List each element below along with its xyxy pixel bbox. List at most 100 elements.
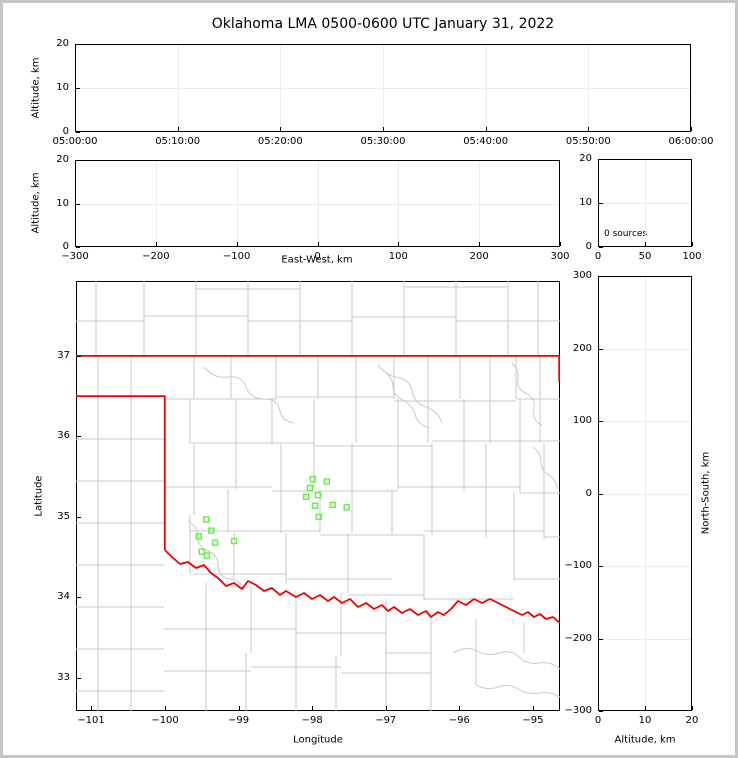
y-tick-mark	[599, 203, 603, 204]
lightning-source-point	[329, 501, 336, 509]
gridline	[76, 88, 690, 89]
x-tick-mark	[645, 706, 646, 710]
y-tick-label: 200	[572, 342, 592, 354]
y-tick-mark	[76, 203, 80, 205]
source-count-annotation: 0 sources	[604, 229, 648, 239]
lightning-source-point	[311, 502, 319, 509]
x-tick-label: 100	[388, 251, 408, 262]
x-tick-mark	[532, 706, 534, 710]
gridline	[599, 493, 691, 495]
x-tick-label: −95	[522, 715, 544, 726]
y-tick-mark	[76, 247, 80, 248]
lightning-source-point	[208, 527, 215, 534]
x-tick-mark	[75, 242, 76, 246]
lightning-source-point	[198, 548, 206, 555]
x-tick-label: 05:10:00	[155, 136, 201, 147]
x-tick-mark	[155, 242, 157, 246]
x-tick-label: 10	[638, 715, 652, 726]
y-tick-mark	[599, 247, 603, 248]
x-tick-mark	[560, 242, 561, 246]
x-tick-label: −300	[61, 251, 89, 262]
lightning-source-point	[315, 513, 322, 521]
y-tick-mark	[77, 517, 81, 519]
x-tick-mark	[479, 242, 481, 246]
x-tick-label: −100	[222, 251, 251, 262]
y-tick-mark	[599, 276, 603, 277]
x-tick-mark	[459, 706, 461, 710]
y-tick-label: 34	[57, 591, 70, 603]
lightning-source-point	[306, 484, 314, 492]
x-tick-mark	[312, 706, 314, 710]
x-tick-mark	[75, 127, 76, 131]
y-tick-label: 35	[57, 511, 70, 523]
x-tick-mark	[645, 242, 646, 246]
x-tick-label: 0	[594, 715, 602, 726]
y-tick-mark	[77, 436, 81, 438]
x-tick-label: −96	[448, 715, 470, 726]
y-tick-mark	[599, 493, 603, 495]
state-border	[76, 355, 560, 624]
y-tick-mark	[599, 638, 603, 640]
x-tick-label: −97	[375, 715, 397, 726]
x-tick-mark	[91, 706, 92, 710]
gridline	[76, 203, 559, 205]
x-tick-mark	[385, 706, 387, 710]
y-axis-label-ns-panel: North-South, km	[700, 451, 712, 535]
y-tick-mark	[77, 677, 81, 679]
county-boundaries	[76, 281, 560, 711]
y-tick-label: 0	[585, 487, 592, 499]
lightning-source-point	[323, 478, 331, 485]
lightning-source-point	[203, 552, 211, 559]
x-tick-mark	[598, 706, 599, 710]
x-tick-label: 0	[314, 251, 321, 262]
lightning-source-point	[314, 491, 322, 499]
x-tick-label: −98	[301, 715, 323, 726]
lightning-source-point	[211, 539, 219, 546]
x-tick-label: 05:40:00	[463, 136, 509, 147]
lightning-source-point	[309, 475, 317, 483]
x-tick-label: 20	[685, 715, 699, 726]
plan-view-map	[76, 281, 560, 711]
x-tick-label: −101	[77, 715, 105, 726]
y-tick-label: 0	[62, 126, 69, 137]
figure-title: Oklahoma LMA 0500-0600 UTC January 31, 2…	[211, 16, 555, 32]
lightning-source-markers	[195, 475, 350, 559]
y-tick-mark	[76, 44, 80, 45]
y-tick-label: 0	[585, 241, 592, 252]
x-tick-mark	[692, 242, 693, 246]
x-tick-mark	[398, 242, 400, 246]
lightning-source-point	[202, 516, 210, 523]
y-tick-mark	[599, 159, 603, 160]
x-tick-mark	[280, 127, 282, 131]
gridline	[599, 638, 691, 640]
x-tick-mark	[692, 706, 693, 710]
panel-plan-view-map	[76, 281, 560, 711]
gridline	[599, 203, 691, 204]
x-axis-label-map: Longitude	[293, 734, 343, 746]
y-tick-mark	[77, 597, 81, 599]
x-tick-mark	[691, 127, 692, 131]
x-tick-label: 05:30:00	[360, 136, 406, 147]
x-axis-label-ns-panel: Altitude, km	[614, 734, 676, 746]
x-tick-label: −100	[151, 715, 179, 726]
gridline	[599, 421, 691, 422]
y-tick-label: 100	[572, 415, 592, 426]
y-tick-label: 0	[62, 241, 69, 252]
lightning-source-point	[343, 504, 350, 511]
river-boundary-lines	[187, 362, 560, 698]
x-tick-label: 05:00:00	[52, 136, 98, 147]
y-tick-label: 10	[56, 82, 69, 93]
y-tick-label: 10	[579, 197, 592, 208]
lightning-source-point	[230, 537, 238, 545]
y-tick-mark	[599, 711, 603, 712]
x-tick-mark	[177, 127, 179, 131]
y-tick-label: −200	[564, 632, 592, 644]
lightning-source-point	[195, 533, 203, 540]
y-tick-mark	[76, 88, 80, 89]
y-tick-mark	[599, 566, 603, 567]
x-tick-mark	[485, 127, 487, 131]
gridline	[599, 348, 691, 350]
x-tick-label: 05:20:00	[257, 136, 303, 147]
y-tick-mark	[76, 160, 80, 161]
x-tick-label: 200	[469, 251, 489, 262]
